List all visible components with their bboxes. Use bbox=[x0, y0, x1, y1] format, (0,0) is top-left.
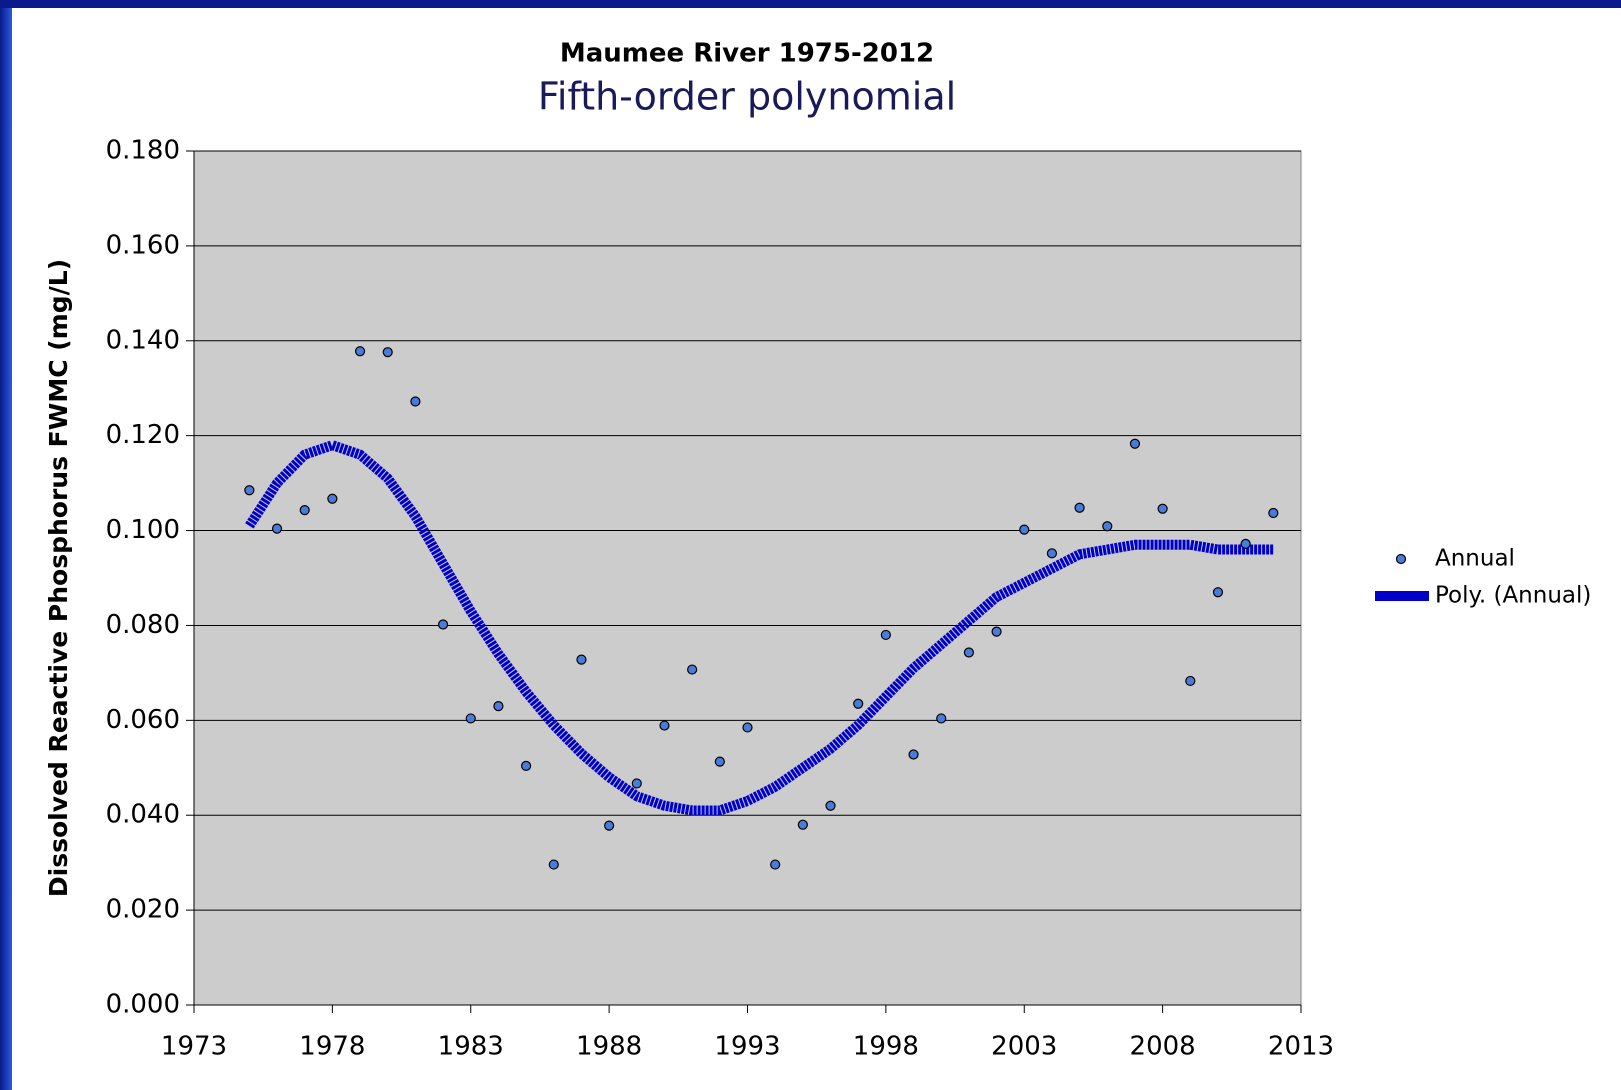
x-tick-label: 1983 bbox=[438, 1032, 504, 1062]
legend-marker bbox=[1395, 553, 1407, 565]
data-point bbox=[548, 859, 559, 870]
y-tick-label: 0.000 bbox=[106, 990, 180, 1020]
x-tick-label: 1973 bbox=[161, 1032, 227, 1062]
y-tick-label: 0.160 bbox=[106, 230, 180, 260]
data-point bbox=[520, 760, 532, 771]
y-tick-label: 0.100 bbox=[106, 515, 180, 545]
data-point bbox=[963, 647, 975, 658]
data-point bbox=[299, 505, 310, 516]
data-point bbox=[382, 347, 393, 358]
x-tick-label: 2003 bbox=[991, 1032, 1057, 1062]
data-point bbox=[1212, 587, 1224, 598]
data-point bbox=[1157, 503, 1168, 514]
y-axis-label: Dissolved Reactive Phosphorus FWMC (mg/L… bbox=[44, 259, 73, 897]
chart-title: Maumee River 1975-2012 bbox=[560, 39, 934, 69]
x-tick-label: 1998 bbox=[853, 1032, 919, 1062]
chart-subtitle: Fifth-order polynomial bbox=[538, 75, 956, 119]
data-point bbox=[493, 700, 504, 712]
y-tick-label: 0.120 bbox=[106, 420, 180, 450]
data-point bbox=[825, 800, 836, 811]
data-point bbox=[853, 698, 864, 709]
data-point bbox=[1019, 524, 1030, 535]
data-point bbox=[659, 720, 670, 731]
legend-label: Poly. (Annual) bbox=[1435, 583, 1591, 609]
data-point bbox=[244, 485, 255, 496]
data-point bbox=[991, 626, 1002, 637]
y-tick-label: 0.040 bbox=[106, 800, 180, 830]
plot-area bbox=[193, 150, 1302, 1006]
data-point bbox=[714, 756, 725, 767]
data-point bbox=[1074, 502, 1085, 513]
data-point bbox=[576, 654, 587, 665]
legend-label: Annual bbox=[1435, 546, 1515, 572]
data-point bbox=[908, 749, 919, 760]
data-point bbox=[631, 778, 642, 789]
data-point bbox=[1046, 548, 1058, 559]
data-point bbox=[1240, 538, 1251, 549]
x-tick-label: 1978 bbox=[299, 1032, 365, 1062]
data-point bbox=[604, 820, 615, 831]
y-tick-label: 0.140 bbox=[106, 325, 180, 355]
data-point bbox=[1185, 675, 1196, 687]
slide-edge bbox=[0, 0, 12, 1090]
x-tick-label: 1988 bbox=[576, 1032, 642, 1062]
data-point bbox=[1102, 521, 1113, 532]
data-point bbox=[770, 859, 781, 870]
data-point bbox=[465, 713, 476, 724]
data-point bbox=[880, 629, 891, 641]
data-point bbox=[354, 346, 366, 357]
data-point bbox=[936, 713, 947, 724]
data-point bbox=[271, 523, 283, 534]
slide-top-bar bbox=[0, 0, 1621, 8]
y-tick-label: 0.020 bbox=[106, 895, 180, 925]
data-point bbox=[742, 722, 753, 733]
data-point bbox=[410, 396, 421, 407]
data-point bbox=[1268, 507, 1279, 519]
x-tick-label: 2013 bbox=[1268, 1032, 1334, 1062]
data-point bbox=[327, 493, 338, 504]
data-point bbox=[797, 819, 808, 830]
y-tick-label: 0.080 bbox=[106, 610, 180, 640]
trend-line bbox=[245, 439, 1274, 816]
x-tick-label: 2008 bbox=[1130, 1032, 1196, 1062]
data-point bbox=[1129, 438, 1141, 449]
x-tick-label: 1993 bbox=[714, 1032, 780, 1062]
data-point bbox=[437, 619, 449, 630]
data-point bbox=[687, 664, 698, 675]
y-tick-label: 0.180 bbox=[106, 136, 180, 166]
y-tick-label: 0.060 bbox=[106, 705, 180, 735]
